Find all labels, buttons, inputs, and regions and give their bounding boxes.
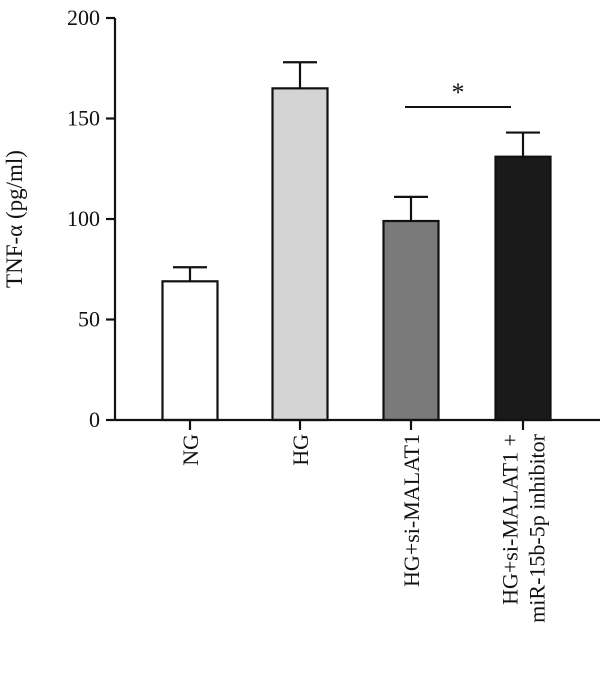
error-bars-layer (173, 61, 540, 282)
x-category-label: HG (288, 434, 313, 466)
bar (494, 155, 552, 422)
y-tick-label: 100 (67, 206, 100, 231)
x-category-label: HG+si-MALAT1 + (498, 434, 523, 605)
bar (271, 87, 329, 422)
significance-marker: * (452, 78, 465, 107)
y-tick-label: 0 (89, 407, 100, 432)
y-tick-label: 150 (67, 106, 100, 131)
x-category-label: NG (178, 434, 203, 466)
bar (161, 280, 219, 422)
y-tick-label: 50 (78, 307, 100, 332)
y-tick-label: 200 (67, 5, 100, 30)
x-category-label: HG+si-MALAT1 (399, 434, 424, 587)
y-ticks-layer: 0 50 100 150 200 (67, 5, 115, 432)
x-labels-layer: NG HG HG+si-MALAT1 HG+si-MALAT1 + miR-15b-5p… (178, 420, 550, 623)
bars-layer (161, 87, 552, 422)
bar (382, 219, 440, 422)
x-category-label: miR-15b-5p inhibitor (525, 433, 550, 623)
significance-layer: * (405, 78, 511, 108)
y-axis-label: TNF-α (pg/ml) (2, 150, 27, 288)
